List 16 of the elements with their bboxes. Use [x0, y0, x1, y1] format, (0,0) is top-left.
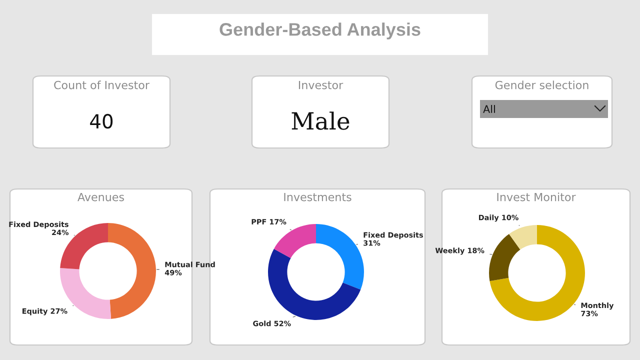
donut-slice	[268, 248, 361, 320]
donut-slice	[316, 224, 364, 290]
chart-title: Invest Monitor	[497, 192, 576, 202]
chart-title: Investments	[284, 192, 352, 202]
text: Count of Investor	[54, 80, 150, 90]
donut-slice	[274, 224, 316, 258]
text: All	[483, 104, 495, 113]
text: 40	[90, 114, 113, 129]
text: Gender selection	[495, 80, 588, 90]
text: Investor	[298, 80, 344, 90]
chart-title: Avenues	[78, 192, 124, 202]
text: Gender-Based Analysis	[220, 22, 420, 40]
donut-slice	[108, 223, 156, 319]
donut-slice	[489, 234, 520, 282]
donut-slice	[509, 225, 537, 250]
text: Male	[292, 112, 350, 130]
